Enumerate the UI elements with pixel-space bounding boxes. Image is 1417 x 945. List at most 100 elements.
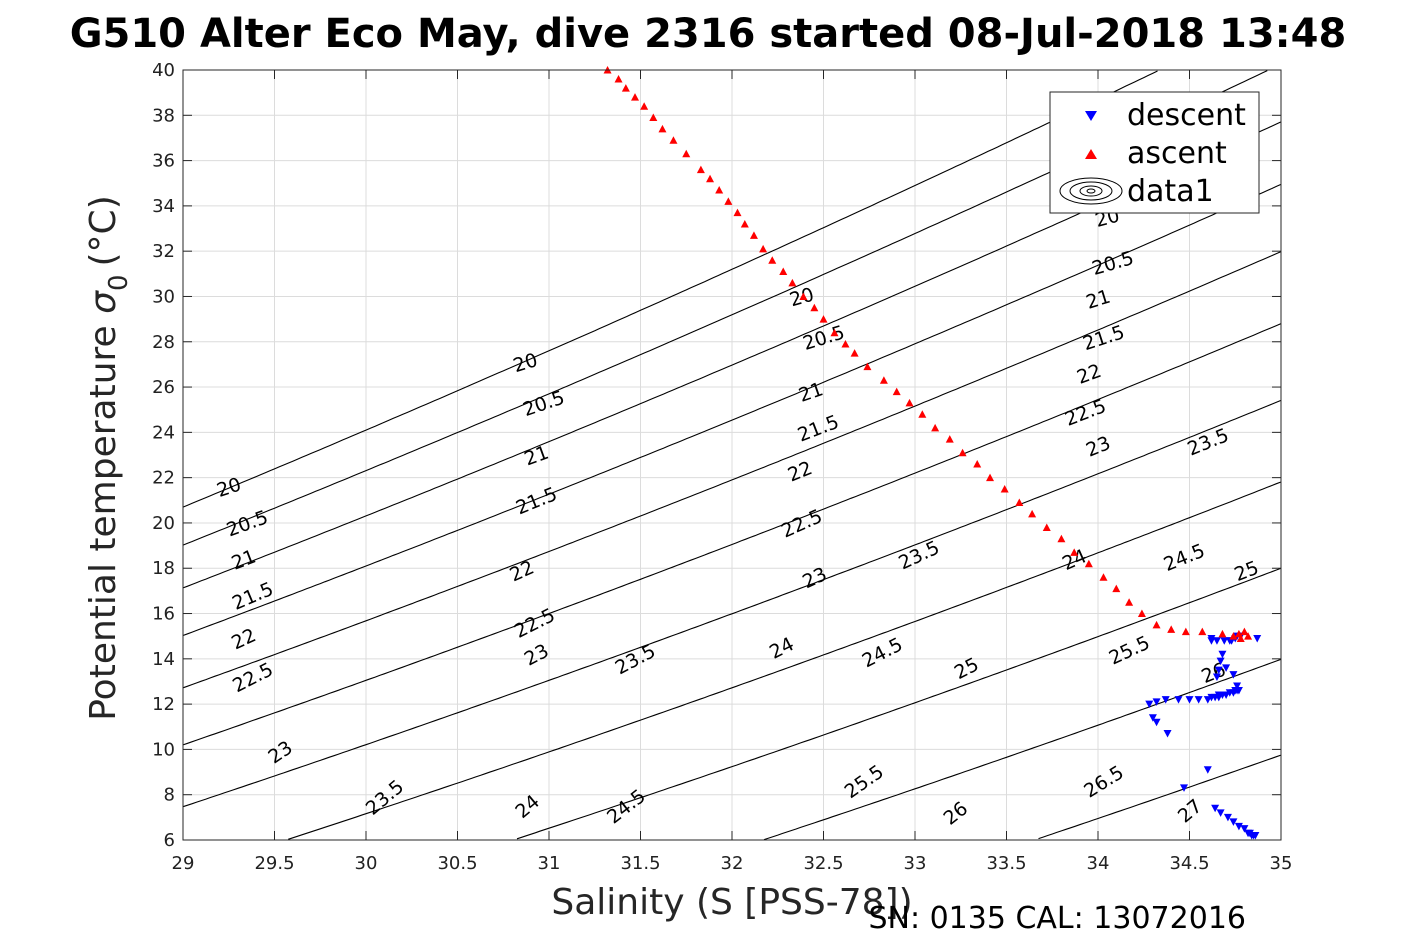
- y-tick-label: 12: [152, 694, 175, 715]
- y-tick-label: 16: [152, 604, 175, 625]
- descent-point: [1212, 673, 1221, 681]
- ascent-point: [841, 340, 850, 348]
- descent-point: [1161, 696, 1170, 704]
- serial-calibration-text: SN: 0135 CAL: 13072016: [868, 901, 1246, 936]
- y-tick-label: 24: [152, 422, 175, 443]
- descent-point: [1145, 700, 1154, 709]
- descent-point: [1251, 831, 1260, 840]
- descent-point: [1163, 730, 1172, 738]
- contour-label: 21.5: [1080, 321, 1127, 355]
- descent-point: [1229, 818, 1238, 826]
- ascent-point: [931, 423, 940, 432]
- descent-point: [1152, 698, 1161, 706]
- ascent-point: [1000, 484, 1009, 493]
- contour-label: 21.5: [513, 483, 560, 519]
- ascent-point: [1229, 632, 1238, 640]
- ascent-point: [1028, 509, 1037, 518]
- ascent-point: [724, 197, 733, 205]
- chart-title: G510 Alter Eco May, dive 2316 started 08…: [70, 11, 1347, 57]
- x-tick-label: 29: [172, 853, 195, 874]
- x-tick-label: 31.5: [620, 853, 660, 874]
- contour-label: 21: [521, 441, 551, 470]
- ascent-point: [905, 398, 914, 407]
- y-tick-label: 40: [152, 60, 175, 81]
- ascent-point: [830, 328, 839, 337]
- contour-label: 26: [940, 797, 973, 829]
- x-tick-label: 34: [1087, 853, 1110, 874]
- contour-label: 24: [511, 791, 544, 823]
- ascent-point: [1015, 498, 1024, 507]
- descent-point: [1194, 696, 1203, 704]
- legend-ascent-label: ascent: [1127, 136, 1227, 171]
- ascent-point: [733, 208, 742, 217]
- contour-label: 20.5: [224, 506, 271, 541]
- descent-point: [1214, 666, 1223, 675]
- x-tick-label: 29.5: [254, 853, 294, 874]
- ascent-point: [1125, 598, 1134, 606]
- x-tick-label: 35: [1270, 853, 1293, 874]
- y-axis-label-text: Potential temperature: [83, 325, 124, 720]
- y-tick-label: 28: [152, 332, 175, 353]
- ascent-point: [759, 244, 768, 253]
- descent-point: [1148, 714, 1157, 722]
- x-axis-label: Salinity (S [PSS-78]): [551, 882, 912, 923]
- contour-label: 22: [1074, 360, 1104, 389]
- y-tick-label: 8: [164, 785, 175, 806]
- legend: descent ascent data1: [1049, 91, 1260, 214]
- y-tick-label: 22: [152, 468, 175, 489]
- y-axis-label-unit: (°C): [83, 195, 124, 266]
- density-contours: [182, 70, 1282, 841]
- ascent-point: [768, 256, 777, 264]
- contour-label: 23.5: [612, 640, 660, 679]
- ascent-point: [1198, 627, 1207, 636]
- contour-label: 23: [799, 563, 830, 593]
- legend-descent-marker: [1085, 111, 1097, 121]
- contour-label: 23: [264, 737, 296, 769]
- descent-point: [1212, 637, 1221, 645]
- contour-label: 22.5: [511, 604, 559, 643]
- ascent-point: [788, 278, 797, 287]
- x-tick-label: 32.5: [803, 853, 843, 874]
- contour-label: 21: [229, 546, 259, 575]
- descent-point: [1223, 813, 1232, 822]
- ascent-point: [1167, 625, 1176, 633]
- ascent-point: [669, 136, 678, 144]
- x-tick-label: 30.5: [437, 853, 477, 874]
- ascent-point: [879, 376, 888, 384]
- descent-point: [1174, 696, 1183, 704]
- ascent-point: [631, 93, 640, 101]
- descent-point: [1229, 671, 1238, 679]
- ascent-point: [973, 460, 982, 468]
- contour-label: 25: [951, 653, 983, 684]
- ascent-point: [1137, 609, 1146, 618]
- isopycnal-line: [182, 251, 1282, 689]
- x-tick-label: 33: [904, 853, 927, 874]
- ascent-point: [918, 410, 927, 418]
- y-tick-label: 6: [164, 830, 175, 851]
- contour-label: 23: [521, 640, 553, 671]
- y-axis-label-subscript: 0: [104, 274, 134, 291]
- isopycnal-line: [182, 323, 1282, 746]
- y-axis-label-symbol: σ: [83, 290, 124, 314]
- descent-point: [1233, 682, 1242, 690]
- contour-label: 20.5: [1090, 247, 1137, 280]
- contour-label: 22.5: [229, 658, 277, 697]
- isopycnal-line: [182, 70, 1158, 508]
- descent-point: [1180, 784, 1189, 792]
- y-tick-label: 30: [152, 286, 175, 307]
- y-tick-label: 14: [152, 649, 175, 670]
- ascent-point: [658, 124, 667, 133]
- contour-label: 23.5: [895, 537, 943, 575]
- isopycnal-line: [182, 399, 1282, 808]
- x-tick-label: 30: [355, 853, 378, 874]
- x-tick-label: 34.5: [1169, 853, 1209, 874]
- y-axis-label: Potential temperature σ0 (°C): [83, 195, 134, 721]
- ascent-point: [706, 174, 715, 183]
- ascent-point: [1152, 620, 1161, 629]
- ascent-point: [649, 113, 658, 122]
- contour-label: 20: [511, 349, 541, 377]
- ascent-point: [810, 303, 819, 312]
- ascent-point: [779, 267, 788, 276]
- descent-point: [1216, 809, 1225, 817]
- descent-point: [1222, 664, 1231, 672]
